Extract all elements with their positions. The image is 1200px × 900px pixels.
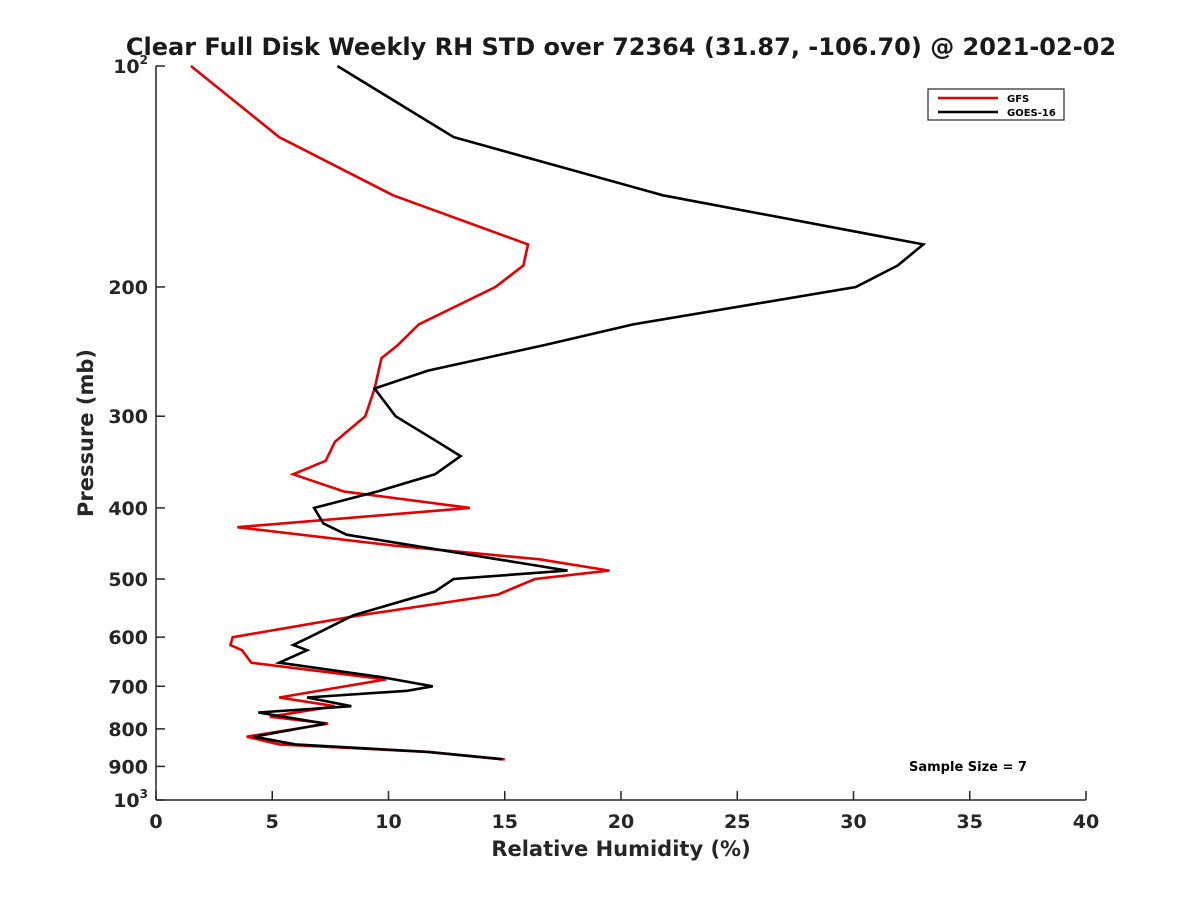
x-tick-label: 40 <box>1073 811 1099 833</box>
y-axis-label: Pressure (mb) <box>74 349 98 517</box>
y-tick-label: 103 <box>113 787 148 812</box>
y-tick-label: 200 <box>108 277 148 299</box>
x-tick-label: 25 <box>724 811 750 833</box>
series-line-gfs <box>190 64 610 761</box>
y-tick-label: 700 <box>108 676 148 698</box>
chart-title: Clear Full Disk Weekly RH STD over 72364… <box>126 33 1116 61</box>
y-tick-label: 900 <box>108 756 148 778</box>
y-tick-label: 300 <box>108 406 148 428</box>
legend: GFS GOES-16 <box>927 88 1065 121</box>
legend-box <box>927 88 1065 121</box>
x-tick-label: 10 <box>375 811 401 833</box>
x-tick-label: 35 <box>957 811 983 833</box>
y-tick-label: 600 <box>108 627 148 649</box>
series-line-goes-16 <box>253 64 927 761</box>
x-tick-label: 15 <box>492 811 518 833</box>
y-tick-label: 800 <box>108 719 148 741</box>
x-tick-label: 5 <box>266 811 279 833</box>
y-tick-group: 102 200 300 400 500 600 700 800 900 103 <box>108 53 165 812</box>
x-tick-label: 30 <box>840 811 866 833</box>
legend-label-goes-16: GOES-16 <box>1007 108 1056 119</box>
sample-size-annotation: Sample Size = 7 <box>909 760 1027 775</box>
y-tick-label: 400 <box>108 498 148 520</box>
legend-label-gfs: GFS <box>1007 94 1029 105</box>
x-tick-label: 20 <box>608 811 634 833</box>
series-lines <box>190 64 927 761</box>
y-tick-label: 102 <box>113 53 148 78</box>
y-tick-label: 500 <box>108 569 148 591</box>
x-tick-group: 0 5 10 15 20 25 30 35 40 <box>149 791 1099 833</box>
x-tick-label: 0 <box>149 811 162 833</box>
x-axis-label: Relative Humidity (%) <box>491 837 750 861</box>
